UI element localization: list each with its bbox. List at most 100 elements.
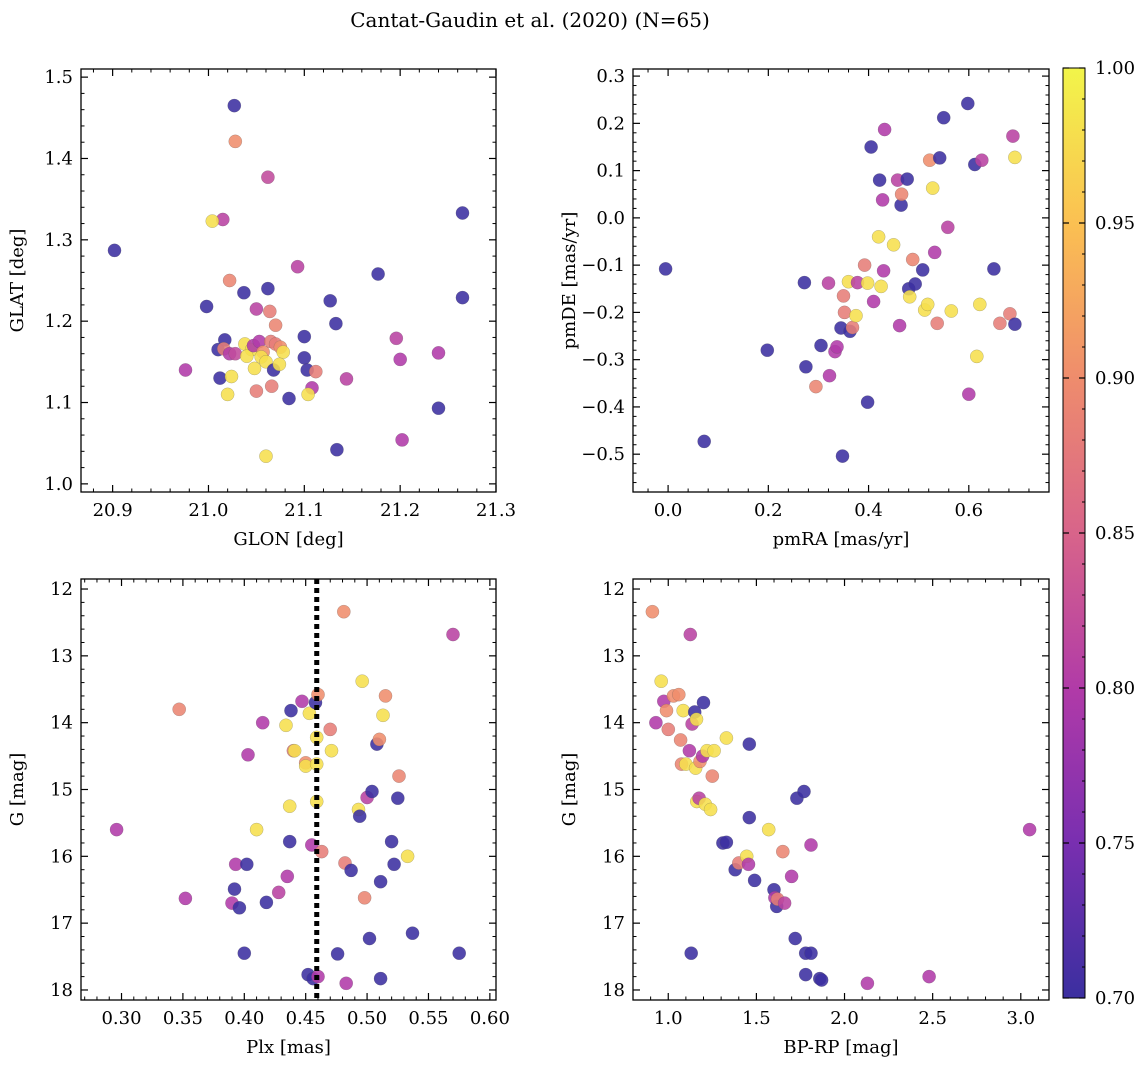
data-point: [222, 273, 237, 288]
data-point: [747, 873, 762, 888]
data-point: [676, 703, 691, 718]
colorbar-tick-label: 0.85: [1095, 523, 1135, 544]
data-point: [886, 237, 901, 252]
data-point: [684, 946, 699, 961]
data-point: [268, 318, 283, 333]
data-point: [387, 857, 401, 872]
x-tick-label: 0.4: [854, 500, 883, 521]
data-point: [355, 674, 370, 689]
data-point: [259, 895, 274, 910]
data-point: [378, 689, 393, 703]
data-point: [908, 277, 923, 291]
data-point: [392, 769, 406, 783]
data-point: [455, 206, 470, 220]
x-tick-label: 0.55: [408, 1008, 448, 1029]
data-point: [658, 262, 673, 276]
data-point: [301, 387, 315, 402]
data-point: [282, 834, 297, 849]
data-point: [927, 245, 942, 260]
data-point: [329, 316, 343, 331]
data-point: [272, 357, 287, 372]
data-point: [941, 220, 955, 235]
x-tick-label: 1.0: [654, 1008, 683, 1029]
data-point: [875, 193, 890, 207]
data-point: [276, 345, 291, 359]
data-point: [784, 869, 799, 884]
data-point: [857, 258, 872, 272]
data-point: [455, 290, 470, 305]
data-point: [742, 810, 757, 825]
data-point: [280, 869, 295, 884]
y-axis-label: G [mag]: [7, 753, 28, 826]
y-tick-label: 0.1: [596, 161, 625, 182]
data-point: [249, 384, 264, 398]
data-point: [297, 329, 312, 344]
data-point: [330, 947, 345, 961]
x-tick-label: 21.2: [380, 500, 420, 521]
colorbar-tick-label: 0.75: [1095, 833, 1135, 854]
x-tick-label: 0.50: [347, 1008, 387, 1029]
data-point: [703, 802, 718, 817]
data-point: [405, 926, 420, 941]
data-point: [261, 170, 275, 184]
data-point: [357, 891, 372, 905]
data-point: [719, 835, 734, 850]
data-point: [649, 715, 663, 730]
data-point: [905, 252, 920, 267]
data-point: [804, 946, 818, 961]
data-point: [1008, 150, 1022, 165]
data-point: [930, 316, 945, 331]
data-point: [395, 433, 409, 447]
data-point: [760, 343, 775, 358]
x-tick-label: 0.6: [954, 500, 983, 521]
data-point: [874, 279, 888, 294]
x-tick-label: 0.2: [754, 500, 783, 521]
data-point: [344, 863, 358, 878]
data-point: [877, 122, 892, 137]
data-point: [900, 172, 915, 186]
y-tick-label: 0.0: [596, 208, 625, 229]
y-tick-label: 14: [602, 713, 625, 734]
data-point: [324, 743, 339, 758]
data-point: [237, 946, 252, 961]
data-point: [876, 263, 891, 278]
data-point: [871, 229, 886, 244]
data-point: [797, 275, 812, 290]
data-point: [372, 732, 387, 747]
x-tick-label: 0.0: [654, 500, 683, 521]
data-point: [282, 799, 297, 814]
data-point: [973, 297, 987, 312]
data-point: [172, 702, 186, 717]
data-point: [241, 748, 255, 762]
data-point: [672, 687, 686, 702]
y-tick-label: −0.4: [581, 397, 625, 418]
data-point: [371, 267, 385, 281]
data-point: [282, 391, 296, 406]
data-point: [920, 297, 935, 312]
panel-pmra-pmde: 0.0 0.2 0.4 0.6 −0.5 −0.4 −0.3 −0.2 −0.1 0.0 0.1 0.…: [559, 66, 1050, 550]
data-point: [446, 627, 460, 642]
data-point: [452, 946, 467, 961]
data-point: [1008, 317, 1022, 332]
data-point: [761, 822, 776, 837]
data-point: [308, 364, 323, 379]
data-point: [654, 674, 669, 689]
data-point: [922, 969, 936, 984]
data-point: [220, 387, 235, 402]
data-point: [975, 153, 989, 167]
data-point: [389, 331, 404, 346]
axes-frame: [80, 578, 497, 1001]
y-axis-label: GLAT [deg]: [7, 229, 28, 333]
y-tick-label: 15: [602, 780, 625, 801]
y-tick-label: 13: [50, 646, 73, 667]
data-point: [237, 285, 251, 300]
data-point: [249, 302, 264, 316]
data-point: [178, 363, 193, 377]
y-tick-label: 1.1: [44, 393, 73, 414]
data-point: [864, 140, 878, 154]
data-point: [683, 627, 698, 642]
data-point: [741, 857, 756, 872]
data-point: [109, 822, 124, 837]
y-axis-label: pmDE [mas/yr]: [559, 212, 580, 350]
data-point: [352, 809, 367, 824]
